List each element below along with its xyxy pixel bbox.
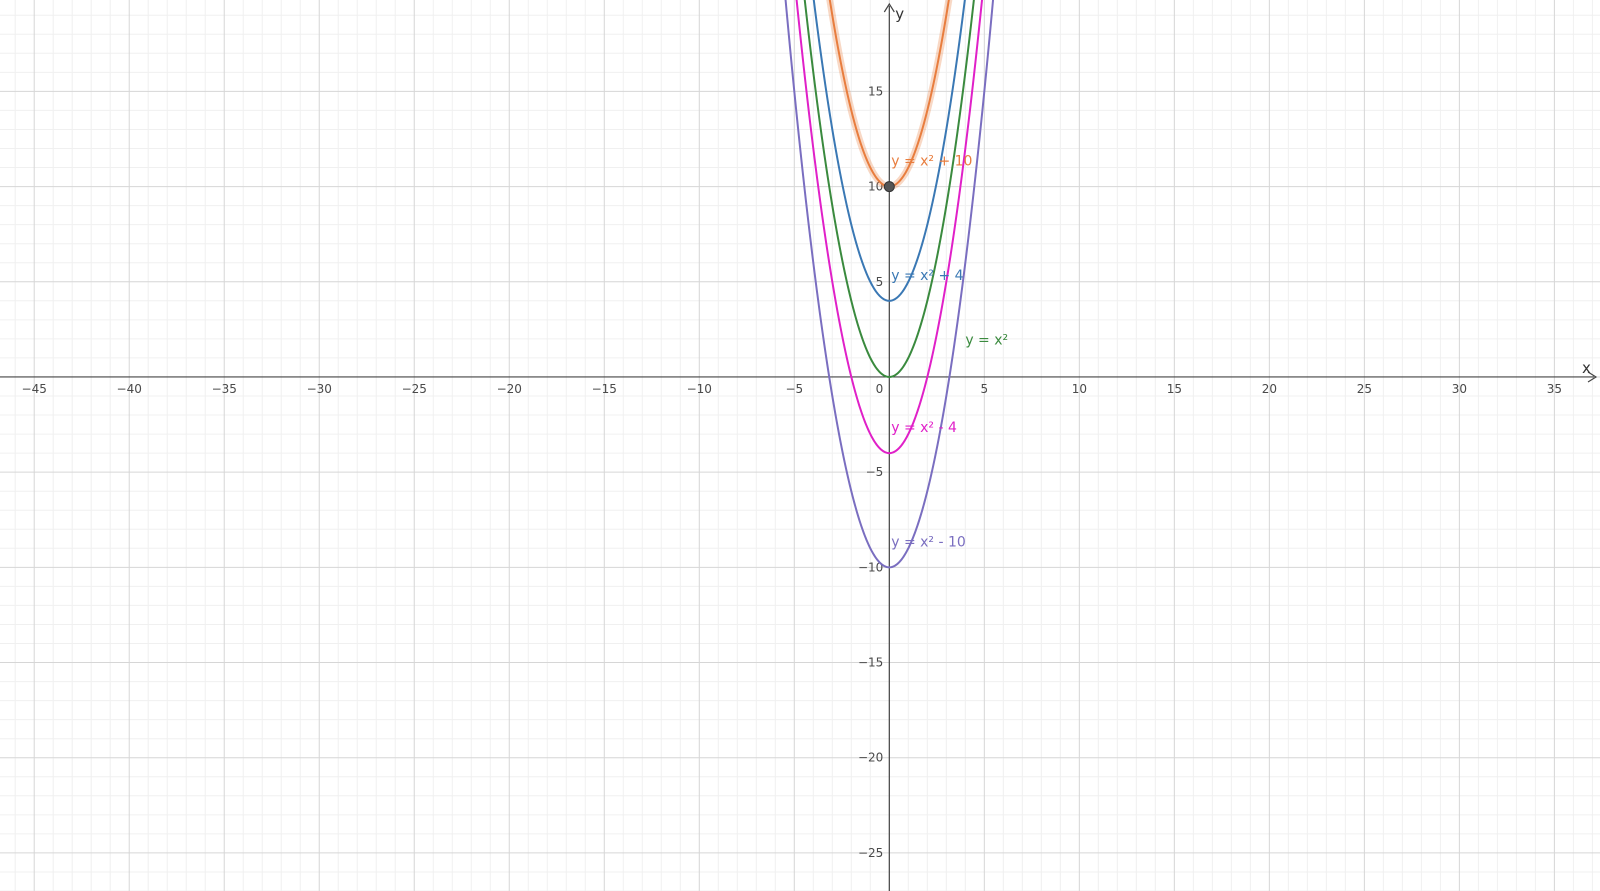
y-tick-label: −10 <box>858 560 883 574</box>
curve-2[interactable] <box>803 0 976 378</box>
curve-label: y = x² - 4 <box>891 420 957 436</box>
x-tick-label: 30 <box>1452 382 1467 396</box>
x-tick-label: −35 <box>212 382 237 396</box>
x-tick-label: 0 <box>876 382 884 396</box>
x-tick-label: 20 <box>1262 382 1277 396</box>
curve-label: y = x² <box>965 333 1008 349</box>
point-marker[interactable] <box>883 181 895 193</box>
tick-labels: −45 −40 −35 −30 −25 −20 −15 −10 −5 0 5 10 15 20 25 30 35… <box>22 84 1562 860</box>
curve-label: y = x² - 10 <box>891 534 966 550</box>
y-tick-label: −5 <box>866 465 884 479</box>
x-axis-arrow <box>1587 371 1598 383</box>
curve-1[interactable] <box>811 0 967 302</box>
x-tick-label: −10 <box>687 382 712 396</box>
y-axis-arrow <box>883 2 895 13</box>
x-tick-label: 25 <box>1357 382 1372 396</box>
x-tick-label: −45 <box>22 382 47 396</box>
x-tick-label: 35 <box>1547 382 1562 396</box>
x-tick-label: −30 <box>307 382 332 396</box>
x-tick-label: −25 <box>402 382 427 396</box>
y-tick-label: −20 <box>858 751 883 765</box>
curve-3[interactable] <box>795 0 984 455</box>
curve-label: y = x² + 10 <box>891 154 972 170</box>
y-tick-label: 10 <box>868 180 883 194</box>
curve-labels: y = x² + 10 y = x² + 4 y = x² y = x² - 4 y =… <box>891 154 1008 551</box>
points <box>883 181 895 193</box>
y-axis-label: y <box>895 5 904 23</box>
x-tick-label: −20 <box>497 382 522 396</box>
x-tick-label: 10 <box>1072 382 1087 396</box>
x-tick-label: −5 <box>785 382 803 396</box>
curve-4[interactable] <box>784 0 995 569</box>
y-tick-label: −15 <box>858 656 883 670</box>
x-tick-label: 5 <box>981 382 989 396</box>
x-axis-label: x <box>1582 359 1591 377</box>
y-tick-label: 15 <box>868 84 883 98</box>
x-tick-label: −15 <box>592 382 617 396</box>
curve-label: y = x² + 4 <box>891 268 963 284</box>
y-tick-label: −25 <box>858 846 883 860</box>
x-tick-label: 15 <box>1167 382 1182 396</box>
x-tick-label: −40 <box>117 382 142 396</box>
y-tick-label: 5 <box>876 275 884 289</box>
